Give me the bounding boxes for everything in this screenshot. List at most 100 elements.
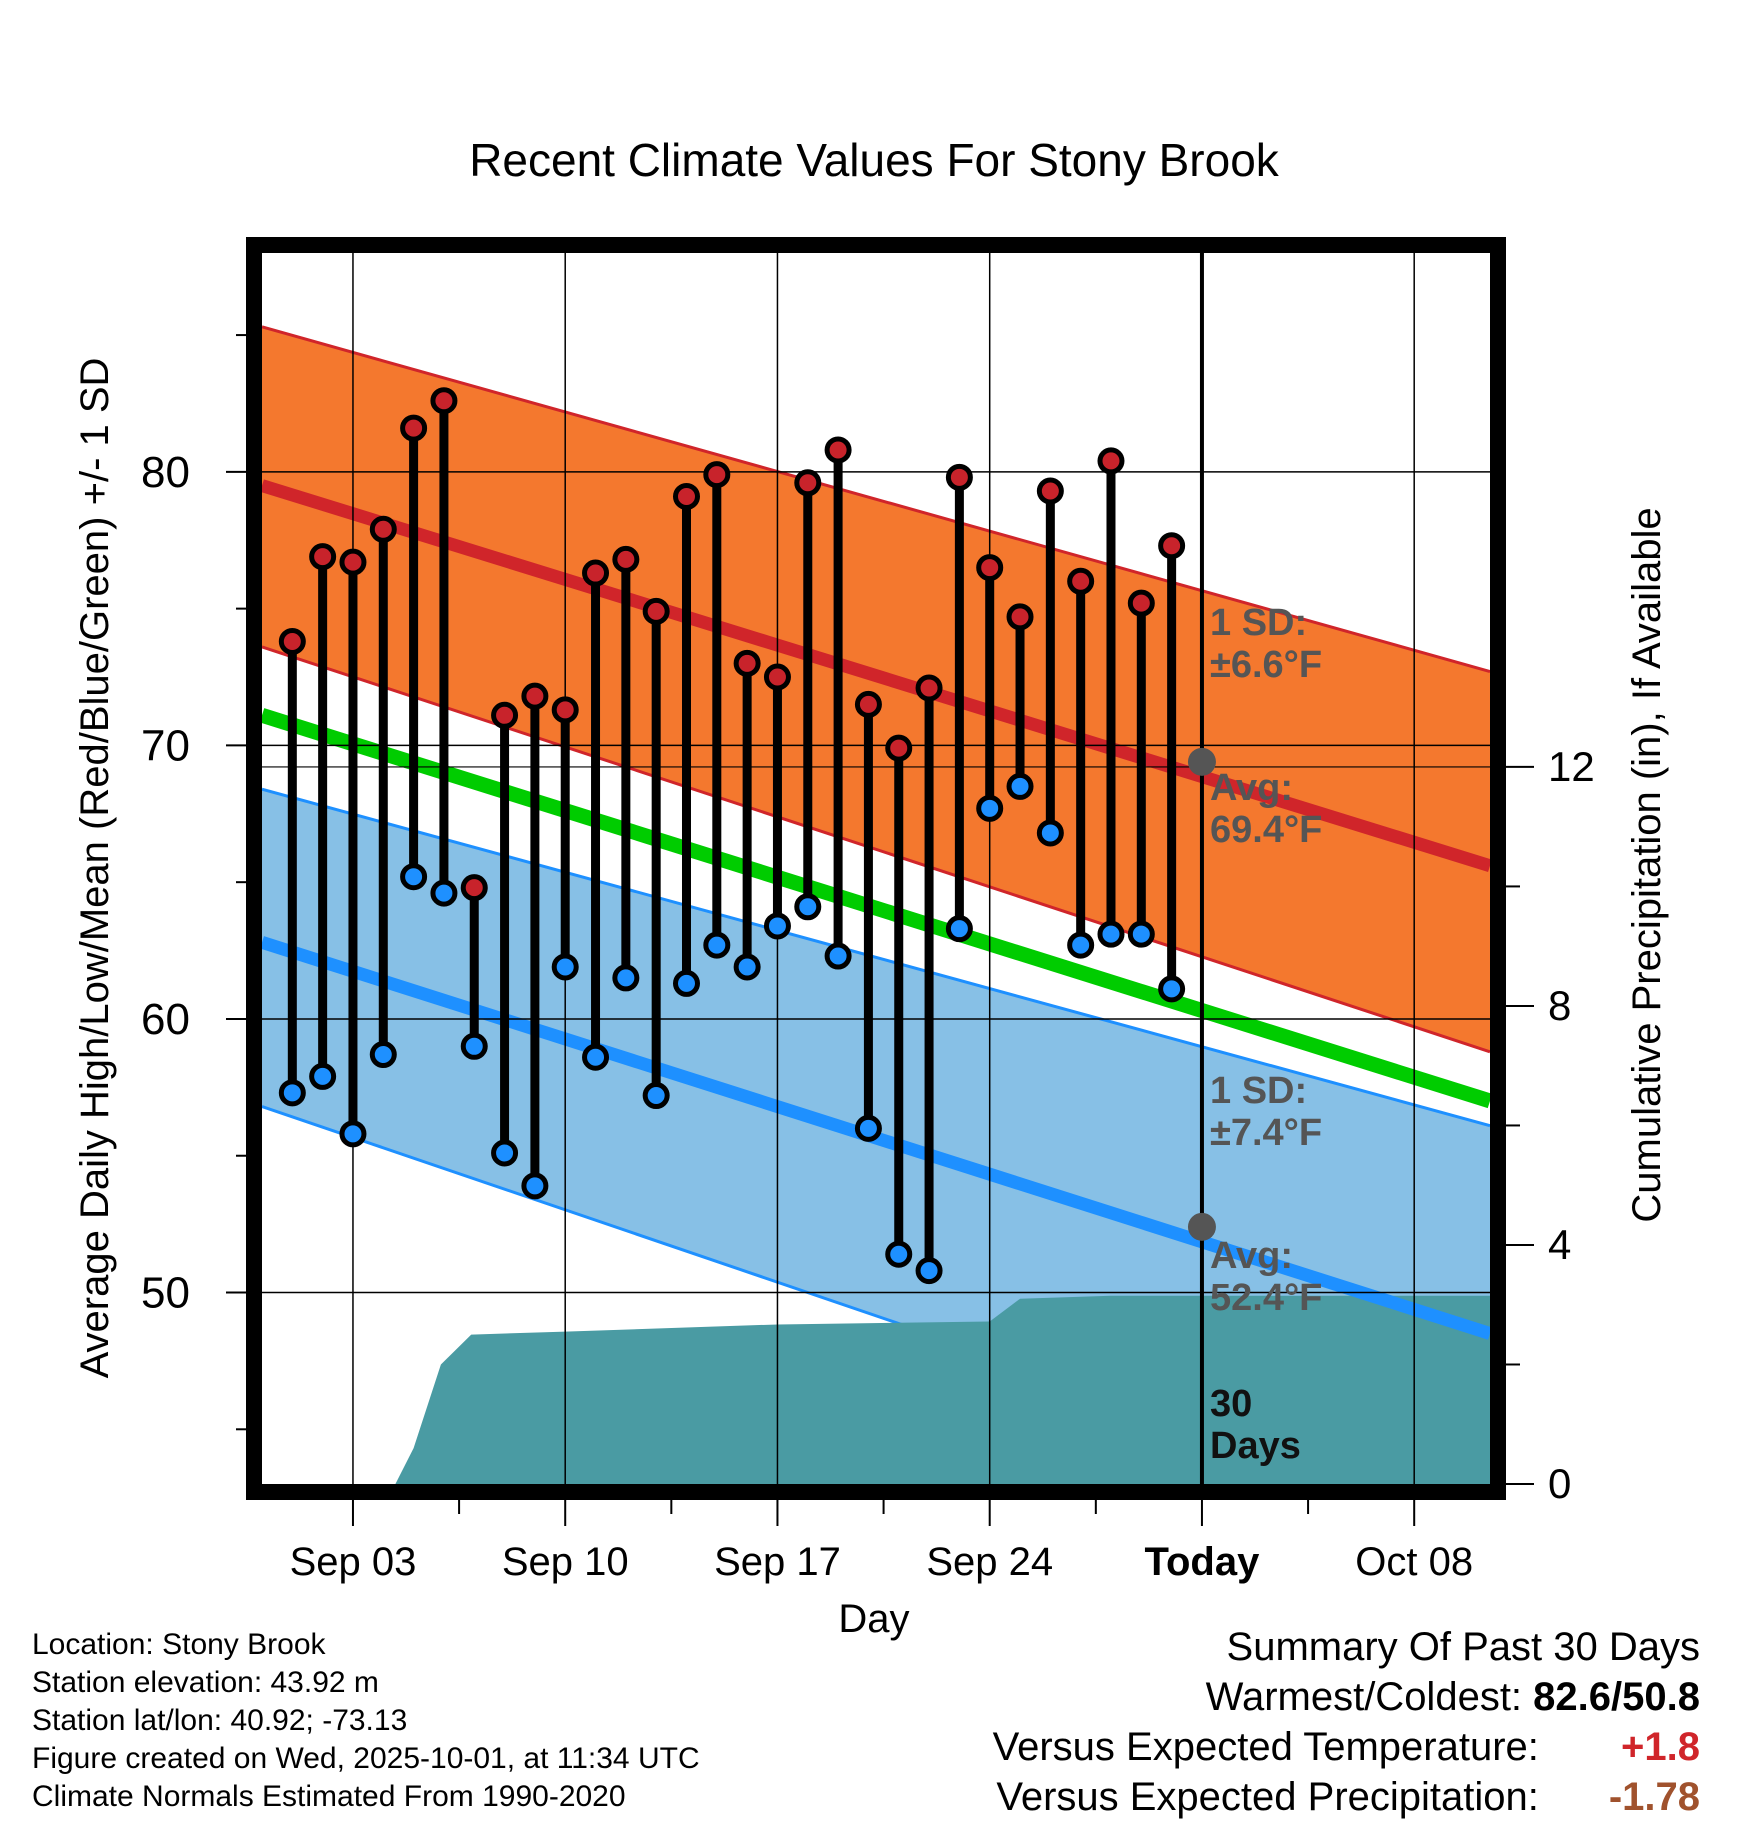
summary-precip-value: -1.78 <box>1608 1775 1700 1819</box>
y2-tick-label: 12 <box>1548 743 1595 790</box>
low-sd-band-upper-edge <box>262 787 1490 1128</box>
y-axis-label: Average Daily High/Low/Mean (Red/Blue/Gr… <box>73 358 117 1379</box>
daily-high-marker <box>612 545 640 573</box>
summary-temp-label: Versus Expected Temperature: <box>992 1725 1539 1769</box>
summary-precip-label: Versus Expected Precipitation: <box>996 1775 1539 1819</box>
daily-high-marker <box>400 414 428 442</box>
y-tick-label: 50 <box>141 1269 190 1318</box>
x-tick-label: Sep 17 <box>714 1540 841 1584</box>
summary-precip-row: Versus Expected Precipitation: -1.78 <box>993 1772 1700 1822</box>
y2-axis-label: Cumulative Precipitation (in), If Availa… <box>1625 507 1669 1222</box>
normal-high-line <box>262 479 1490 872</box>
y2-tick-label: 4 <box>1548 1221 1571 1268</box>
axes: 50 60 70 80 0 4 8 12 Sep 03 Sep 10 Sep 17 Sep 24 Tod… <box>73 237 1669 1641</box>
daily-high-marker <box>794 469 822 497</box>
daily-high-marker <box>551 696 579 724</box>
daily-high-marker <box>1158 532 1186 560</box>
low-sd-label-line2: ±7.4°F <box>1210 1112 1322 1154</box>
daily-low-marker <box>1127 920 1155 948</box>
summary-panel: Summary Of Past 30 Days Warmest/Coldest:… <box>993 1622 1700 1822</box>
y-tick-label: 80 <box>141 448 190 497</box>
low-sd-label-line1: 1 SD: <box>1210 1070 1307 1112</box>
high-sd-band-lower-edge <box>262 645 1490 1054</box>
summary-warm-cold-value: 82.6/50.8 <box>1533 1675 1700 1719</box>
daily-low-marker <box>703 931 731 959</box>
daily-low-marker <box>339 1120 367 1148</box>
daily-low-marker <box>1158 975 1186 1003</box>
daily-low-marker <box>460 1032 488 1060</box>
daily-high-marker <box>976 554 1004 582</box>
daily-low-marker <box>824 942 852 970</box>
daily-low-marker <box>369 1041 397 1069</box>
summary-temp-row: Versus Expected Temperature: +1.8 <box>993 1722 1700 1772</box>
daily-low-marker <box>885 1240 913 1268</box>
x-tick-label: Sep 10 <box>502 1540 629 1584</box>
daily-high-marker <box>824 436 852 464</box>
daily-high-marker <box>430 387 458 415</box>
low-avg-label-line1: Avg: <box>1210 1235 1293 1277</box>
daily-high-marker <box>1127 589 1155 617</box>
daily-low-marker <box>1036 819 1064 847</box>
daily-high-marker <box>672 482 700 510</box>
daily-high-marker <box>1006 603 1034 631</box>
high-avg-label-line1: Avg: <box>1210 767 1293 809</box>
daily-low-marker <box>642 1082 670 1110</box>
daily-high-marker <box>491 701 519 729</box>
daily-high-marker <box>915 674 943 702</box>
summary-temp-value: +1.8 <box>1621 1725 1700 1769</box>
daily-low-marker <box>582 1043 610 1071</box>
daily-low-marker <box>672 969 700 997</box>
daily-low-marker <box>491 1139 519 1167</box>
daily-high-marker <box>278 627 306 655</box>
daily-low-marker <box>551 953 579 981</box>
precip-area <box>262 1295 1490 1484</box>
daily-high-marker <box>1097 447 1125 475</box>
daily-low-marker <box>278 1079 306 1107</box>
normal-mean-line <box>262 708 1490 1109</box>
high-avg-dot <box>1187 747 1216 776</box>
info-latlon: Station lat/lon: 40.92; -73.13 <box>32 1704 408 1737</box>
x-tick-label: Sep 03 <box>290 1540 417 1584</box>
y-tick-label: 60 <box>141 995 190 1044</box>
daily-high-marker <box>1036 477 1064 505</box>
daily-markers <box>278 387 1216 1285</box>
x-tick-label: Today <box>1145 1540 1261 1584</box>
period-label-line1: 30 <box>1210 1383 1252 1425</box>
daily-high-marker <box>460 874 488 902</box>
daily-high-marker <box>521 682 549 710</box>
info-panel: Location: Stony Brook Station elevation:… <box>32 1626 700 1816</box>
daily-low-marker <box>1067 931 1095 959</box>
daily-low-marker <box>612 964 640 992</box>
daily-high-marker <box>703 461 731 489</box>
high-avg-label-line2: 69.4°F <box>1210 809 1322 851</box>
low-avg-dot <box>1187 1212 1216 1241</box>
info-elevation: Station elevation: 43.92 m <box>32 1666 379 1699</box>
daily-low-marker <box>521 1172 549 1200</box>
high-sd-band <box>262 326 1490 1052</box>
daily-low-marker <box>430 879 458 907</box>
daily-high-marker <box>854 690 882 718</box>
x-axis-label: Day <box>838 1597 909 1641</box>
daily-low-marker <box>763 912 791 940</box>
plot-frame <box>246 237 1506 1500</box>
daily-high-marker <box>733 649 761 677</box>
daily-high-marker <box>885 734 913 762</box>
info-normals: Climate Normals Estimated From 1990-2020 <box>32 1780 626 1813</box>
chart-title: Recent Climate Values For Stony Brook <box>469 134 1280 186</box>
info-location: Location: Stony Brook <box>32 1628 326 1661</box>
daily-high-marker <box>339 548 367 576</box>
y2-tick-label: 0 <box>1548 1460 1571 1507</box>
y2-tick-label: 8 <box>1548 982 1571 1029</box>
daily-low-marker <box>1097 920 1125 948</box>
daily-low-marker <box>309 1062 337 1090</box>
daily-low-marker <box>915 1257 943 1285</box>
daily-high-marker <box>642 597 670 625</box>
daily-high-marker <box>1067 567 1095 595</box>
daily-low-marker <box>854 1114 882 1142</box>
daily-low-marker <box>794 893 822 921</box>
daily-low-marker <box>1006 772 1034 800</box>
daily-high-marker <box>309 543 337 571</box>
daily-high-marker <box>582 559 610 587</box>
